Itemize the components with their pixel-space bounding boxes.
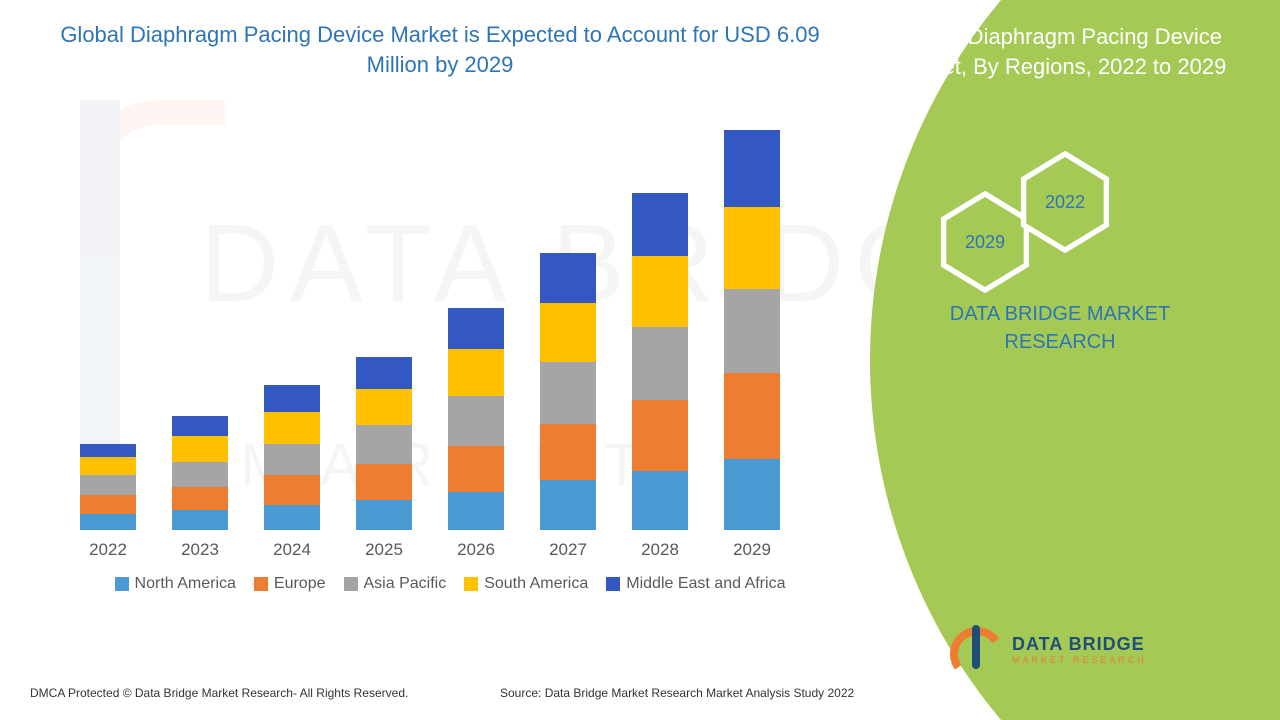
logo-mark-icon — [950, 625, 1000, 675]
x-axis-label: 2024 — [252, 540, 332, 560]
bar-segment — [80, 514, 136, 530]
bar-segment — [264, 505, 320, 530]
bar-segment — [724, 207, 780, 289]
bar-segment — [448, 349, 504, 396]
x-axis-label: 2025 — [344, 540, 424, 560]
x-axis-label: 2022 — [68, 540, 148, 560]
legend-swatch — [254, 577, 268, 591]
x-axis-label: 2023 — [160, 540, 240, 560]
chart-area: 20222023202420252026202720282029 North A… — [80, 120, 820, 600]
x-axis-label: 2026 — [436, 540, 516, 560]
hexagon-2022: 2022 — [1020, 150, 1110, 254]
bar-group — [540, 253, 596, 530]
bar-segment — [172, 416, 228, 436]
legend-swatch — [464, 577, 478, 591]
bar-segment — [724, 459, 780, 530]
bar-segment — [264, 475, 320, 504]
chart-title: Global Diaphragm Pacing Device Market is… — [60, 20, 820, 79]
bar-segment — [172, 510, 228, 530]
bar-group — [172, 416, 228, 530]
x-axis-labels: 20222023202420252026202720282029 — [80, 540, 820, 564]
x-axis-label: 2027 — [528, 540, 608, 560]
bar-segment — [632, 256, 688, 327]
bar-segment — [724, 130, 780, 207]
bar-segment — [356, 425, 412, 463]
legend-item: Asia Pacific — [344, 575, 447, 593]
legend-item: South America — [464, 575, 588, 593]
bar-segment — [264, 412, 320, 444]
bar-segment — [80, 457, 136, 475]
legend-label: South America — [484, 575, 588, 593]
bar-segment — [172, 436, 228, 461]
bar-group — [80, 444, 136, 530]
bar-segment — [172, 462, 228, 487]
bar-segment — [632, 193, 688, 257]
brand-text: DATA BRIDGE MARKET RESEARCH — [900, 300, 1220, 356]
legend-swatch — [606, 577, 620, 591]
right-panel-title: Global Diaphragm Pacing Device Market, B… — [870, 22, 1250, 81]
x-axis-label: 2028 — [620, 540, 700, 560]
logo-text: DATA BRIDGE MARKET RESEARCH — [1012, 635, 1147, 665]
bar-segment — [724, 373, 780, 459]
bar-segment — [448, 492, 504, 530]
bar-segment — [264, 444, 320, 476]
bar-segment — [356, 389, 412, 425]
bar-segment — [356, 500, 412, 530]
bar-segment — [540, 362, 596, 424]
legend-swatch — [344, 577, 358, 591]
right-panel-bg — [870, 0, 1280, 720]
bar-segment — [80, 444, 136, 458]
footer-copyright: DMCA Protected © Data Bridge Market Rese… — [30, 686, 408, 700]
legend-item: Europe — [254, 575, 326, 593]
bar-segment — [632, 327, 688, 400]
legend-label: Europe — [274, 575, 326, 593]
legend-item: Middle East and Africa — [606, 575, 785, 593]
hexagon-2029: 2029 — [940, 190, 1030, 294]
footer-source: Source: Data Bridge Market Research Mark… — [500, 686, 854, 700]
bar-segment — [632, 400, 688, 471]
bar-segment — [264, 385, 320, 412]
hexagon-group: 2029 2022 — [940, 150, 1160, 310]
bar-segment — [172, 487, 228, 510]
bar-group — [264, 385, 320, 530]
bar-group — [632, 193, 688, 530]
legend-label: Asia Pacific — [364, 575, 447, 593]
right-panel: Global Diaphragm Pacing Device Market, B… — [810, 0, 1280, 720]
logo-bottom: DATA BRIDGE MARKET RESEARCH — [950, 620, 1210, 680]
legend-swatch — [115, 577, 129, 591]
bar-segment — [540, 253, 596, 303]
legend-item: North America — [115, 575, 236, 593]
bar-segment — [356, 357, 412, 389]
bar-group — [724, 130, 780, 530]
logo-line2: MARKET RESEARCH — [1012, 656, 1147, 665]
bar-group — [448, 308, 504, 530]
bar-segment — [356, 464, 412, 500]
bar-segment — [540, 424, 596, 480]
x-axis-label: 2029 — [712, 540, 792, 560]
bar-segment — [80, 495, 136, 513]
bar-segment — [632, 471, 688, 530]
chart-legend: North America Europe Asia Pacific South Ame… — [80, 575, 820, 593]
hexagon-2029-label: 2029 — [965, 232, 1005, 253]
bar-segment — [540, 303, 596, 362]
bar-segment — [448, 308, 504, 349]
legend-label: Middle East and Africa — [626, 575, 785, 593]
logo-line1: DATA BRIDGE — [1012, 635, 1147, 653]
bar-segment — [80, 475, 136, 495]
bar-segment — [724, 289, 780, 373]
bar-group — [356, 357, 412, 530]
legend-label: North America — [135, 575, 236, 593]
bar-segment — [540, 480, 596, 530]
bar-segment — [448, 396, 504, 446]
chart-plot — [80, 130, 820, 530]
bar-segment — [448, 446, 504, 491]
infographic-canvas: DATA BRIDGE MARKET Global Diaphragm Paci… — [0, 0, 1280, 720]
hexagon-2022-label: 2022 — [1045, 192, 1085, 213]
